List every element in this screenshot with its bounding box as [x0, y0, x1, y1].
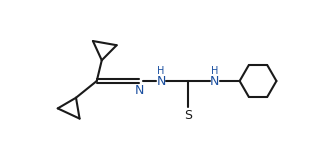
Text: H: H	[211, 66, 218, 76]
Text: H: H	[157, 66, 165, 76]
Text: N: N	[156, 75, 166, 87]
Text: S: S	[184, 109, 192, 122]
Text: N: N	[135, 84, 145, 97]
Text: N: N	[210, 75, 219, 87]
